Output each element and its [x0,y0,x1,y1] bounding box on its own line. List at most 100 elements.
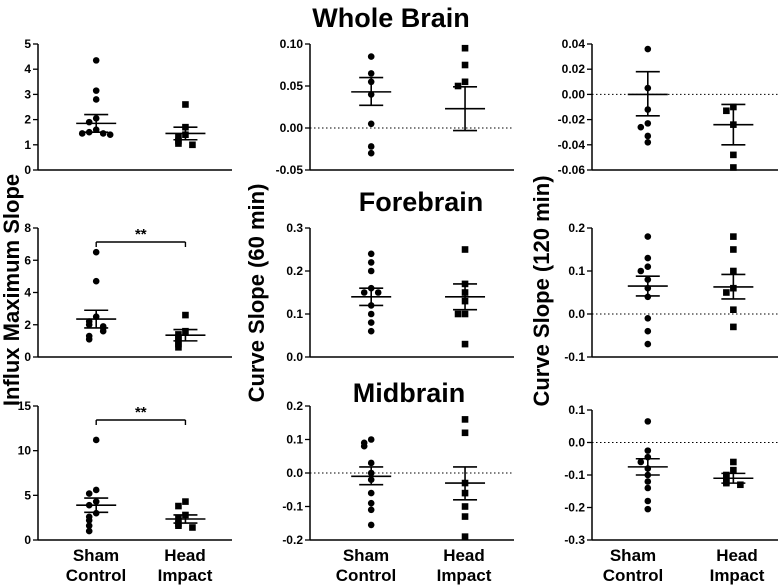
y-tick-label: 8 [24,221,31,235]
xlabel-control: Control [336,566,396,585]
data-point [644,45,652,53]
data-point [644,254,652,262]
data-point [454,310,462,318]
data-point [461,246,469,253]
group-head-impact [713,233,754,331]
data-point [92,87,100,94]
data-point [637,123,645,131]
y-tick-label: 4 [24,286,31,300]
data-point [730,246,737,253]
data-point [644,505,652,513]
data-point [367,70,375,77]
data-point [367,499,375,507]
group-sham-control [76,57,117,139]
data-point [367,327,375,335]
data-point [730,458,737,466]
data-point [78,130,86,137]
data-point [360,442,368,450]
y-tick-label: -0.1 [564,468,585,482]
y-tick-label: 0.0 [568,307,585,321]
y-tick-label: 0.2 [568,221,585,235]
group-head-impact [165,498,206,531]
data-point [730,466,737,474]
data-point [644,340,652,348]
data-point [730,151,737,159]
data-point [461,44,469,52]
data-point [367,250,375,258]
data-point [723,473,730,480]
data-point [367,436,375,443]
group-head-impact [165,311,206,351]
y-tick-label: 0.0 [568,436,585,450]
title-forebrain: Forebrain [359,187,484,217]
y-tick-label: 0.04 [562,37,586,51]
xlabel-head: Head [443,546,485,565]
y-tick-label: 5 [24,37,31,51]
panel-wb-120: 0.04 0.02 0.00 -0.02 -0.04 -0.06 [558,37,778,177]
panel-mb-120: 0.1 0.0 -0.1 -0.2 -0.3 [564,403,778,547]
data-point [461,78,469,86]
data-point [461,503,469,510]
significance-bracket: ** [95,404,187,425]
xlabels-column-1: Sham Control Head Impact [66,546,213,585]
panel-fb-influx: 0 2 4 6 8 ** [24,221,232,364]
data-point [367,459,375,467]
y-tick-label: 0.2 [286,399,303,413]
xlabel-control: Control [66,566,126,585]
significance-bracket: ** [95,226,187,247]
y-tick-label: 0.0 [286,350,303,364]
data-point [85,517,93,524]
data-point [175,344,182,351]
y-tick-label: -0.3 [564,533,585,547]
y-tick-label: 1 [24,138,31,152]
data-point [644,233,652,240]
data-point [367,267,375,275]
xlabel-head: Head [164,546,206,565]
data-point [367,319,375,326]
y-tick-label: 0 [24,533,31,547]
y-tick-label: 0.0 [286,466,303,480]
y-tick-label: 0 [24,350,31,364]
panel-wb-60: 0.10 0.05 0.00 -0.05 [276,37,514,177]
xlabel-sham: Sham [343,546,389,565]
group-head-impact [713,458,754,489]
data-point [367,521,375,529]
data-point [644,478,652,485]
panel-mb-influx: 0 5 10 15 ** [18,399,232,547]
data-point [175,522,182,530]
data-point [175,133,182,141]
y-tick-label: 0.05 [280,79,304,93]
data-point [644,263,652,271]
xlabel-sham: Sham [73,546,119,565]
data-point [92,486,100,494]
y-tick-label: -0.05 [276,163,304,177]
data-point [367,53,375,60]
data-point [106,131,114,139]
data-point [189,141,196,149]
y-tick-label: 0 [24,163,31,177]
panel-mb-60: 0.2 0.1 0.0 -0.1 -0.2 [282,399,514,547]
y-tick-label: 10 [18,444,32,458]
ylabel-influx-maximum-slope: Influx Maximum Slope [0,174,24,406]
y-tick-label: 0.2 [286,264,303,278]
y-tick-label: 0.3 [286,221,303,235]
y-tick-label: 0.1 [568,264,585,278]
y-tick-label: 2 [24,113,31,127]
y-tick-label: -0.06 [558,163,586,177]
title-whole-brain: Whole Brain [312,3,470,33]
data-point [92,248,100,256]
data-point [461,61,469,69]
data-point [730,267,737,275]
data-point [461,533,469,540]
group-sham-control [76,436,117,535]
xlabel-impact: Impact [710,566,765,585]
data-point [175,140,182,147]
y-tick-label: 2 [24,318,31,332]
data-point [730,306,737,313]
data-point [367,310,375,318]
y-tick-label: 4 [24,62,31,76]
xlabel-control: Control [603,566,663,585]
y-tick-label: -0.1 [282,500,303,514]
group-sham-control [351,53,392,157]
